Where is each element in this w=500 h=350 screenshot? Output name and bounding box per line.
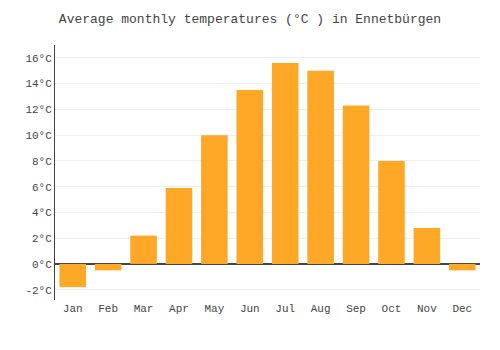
svg-text:10°C: 10°C [25, 130, 52, 142]
svg-text:Apr: Apr [169, 303, 189, 315]
svg-text:Sep: Sep [346, 303, 366, 315]
svg-text:May: May [204, 303, 224, 315]
svg-text:Oct: Oct [382, 303, 402, 315]
svg-text:Mar: Mar [134, 303, 154, 315]
svg-text:-2°C: -2°C [25, 285, 52, 297]
svg-text:Feb: Feb [98, 303, 118, 315]
svg-text:16°C: 16°C [25, 53, 52, 65]
svg-text:Aug: Aug [311, 303, 331, 315]
svg-text:Nov: Nov [417, 303, 437, 315]
svg-text:6°C: 6°C [32, 182, 52, 194]
svg-text:0°C: 0°C [32, 259, 52, 271]
svg-text:14°C: 14°C [25, 78, 52, 90]
svg-text:Average monthly temperatures (: Average monthly temperatures (°C ) in En… [59, 12, 441, 27]
svg-text:Jul: Jul [275, 303, 295, 315]
svg-text:Jun: Jun [240, 303, 260, 315]
svg-text:12°C: 12°C [25, 104, 52, 116]
svg-text:2°C: 2°C [32, 233, 52, 245]
svg-text:4°C: 4°C [32, 207, 52, 219]
svg-text:8°C: 8°C [32, 156, 52, 168]
svg-text:Jan: Jan [63, 303, 83, 315]
svg-text:Dec: Dec [452, 303, 472, 315]
